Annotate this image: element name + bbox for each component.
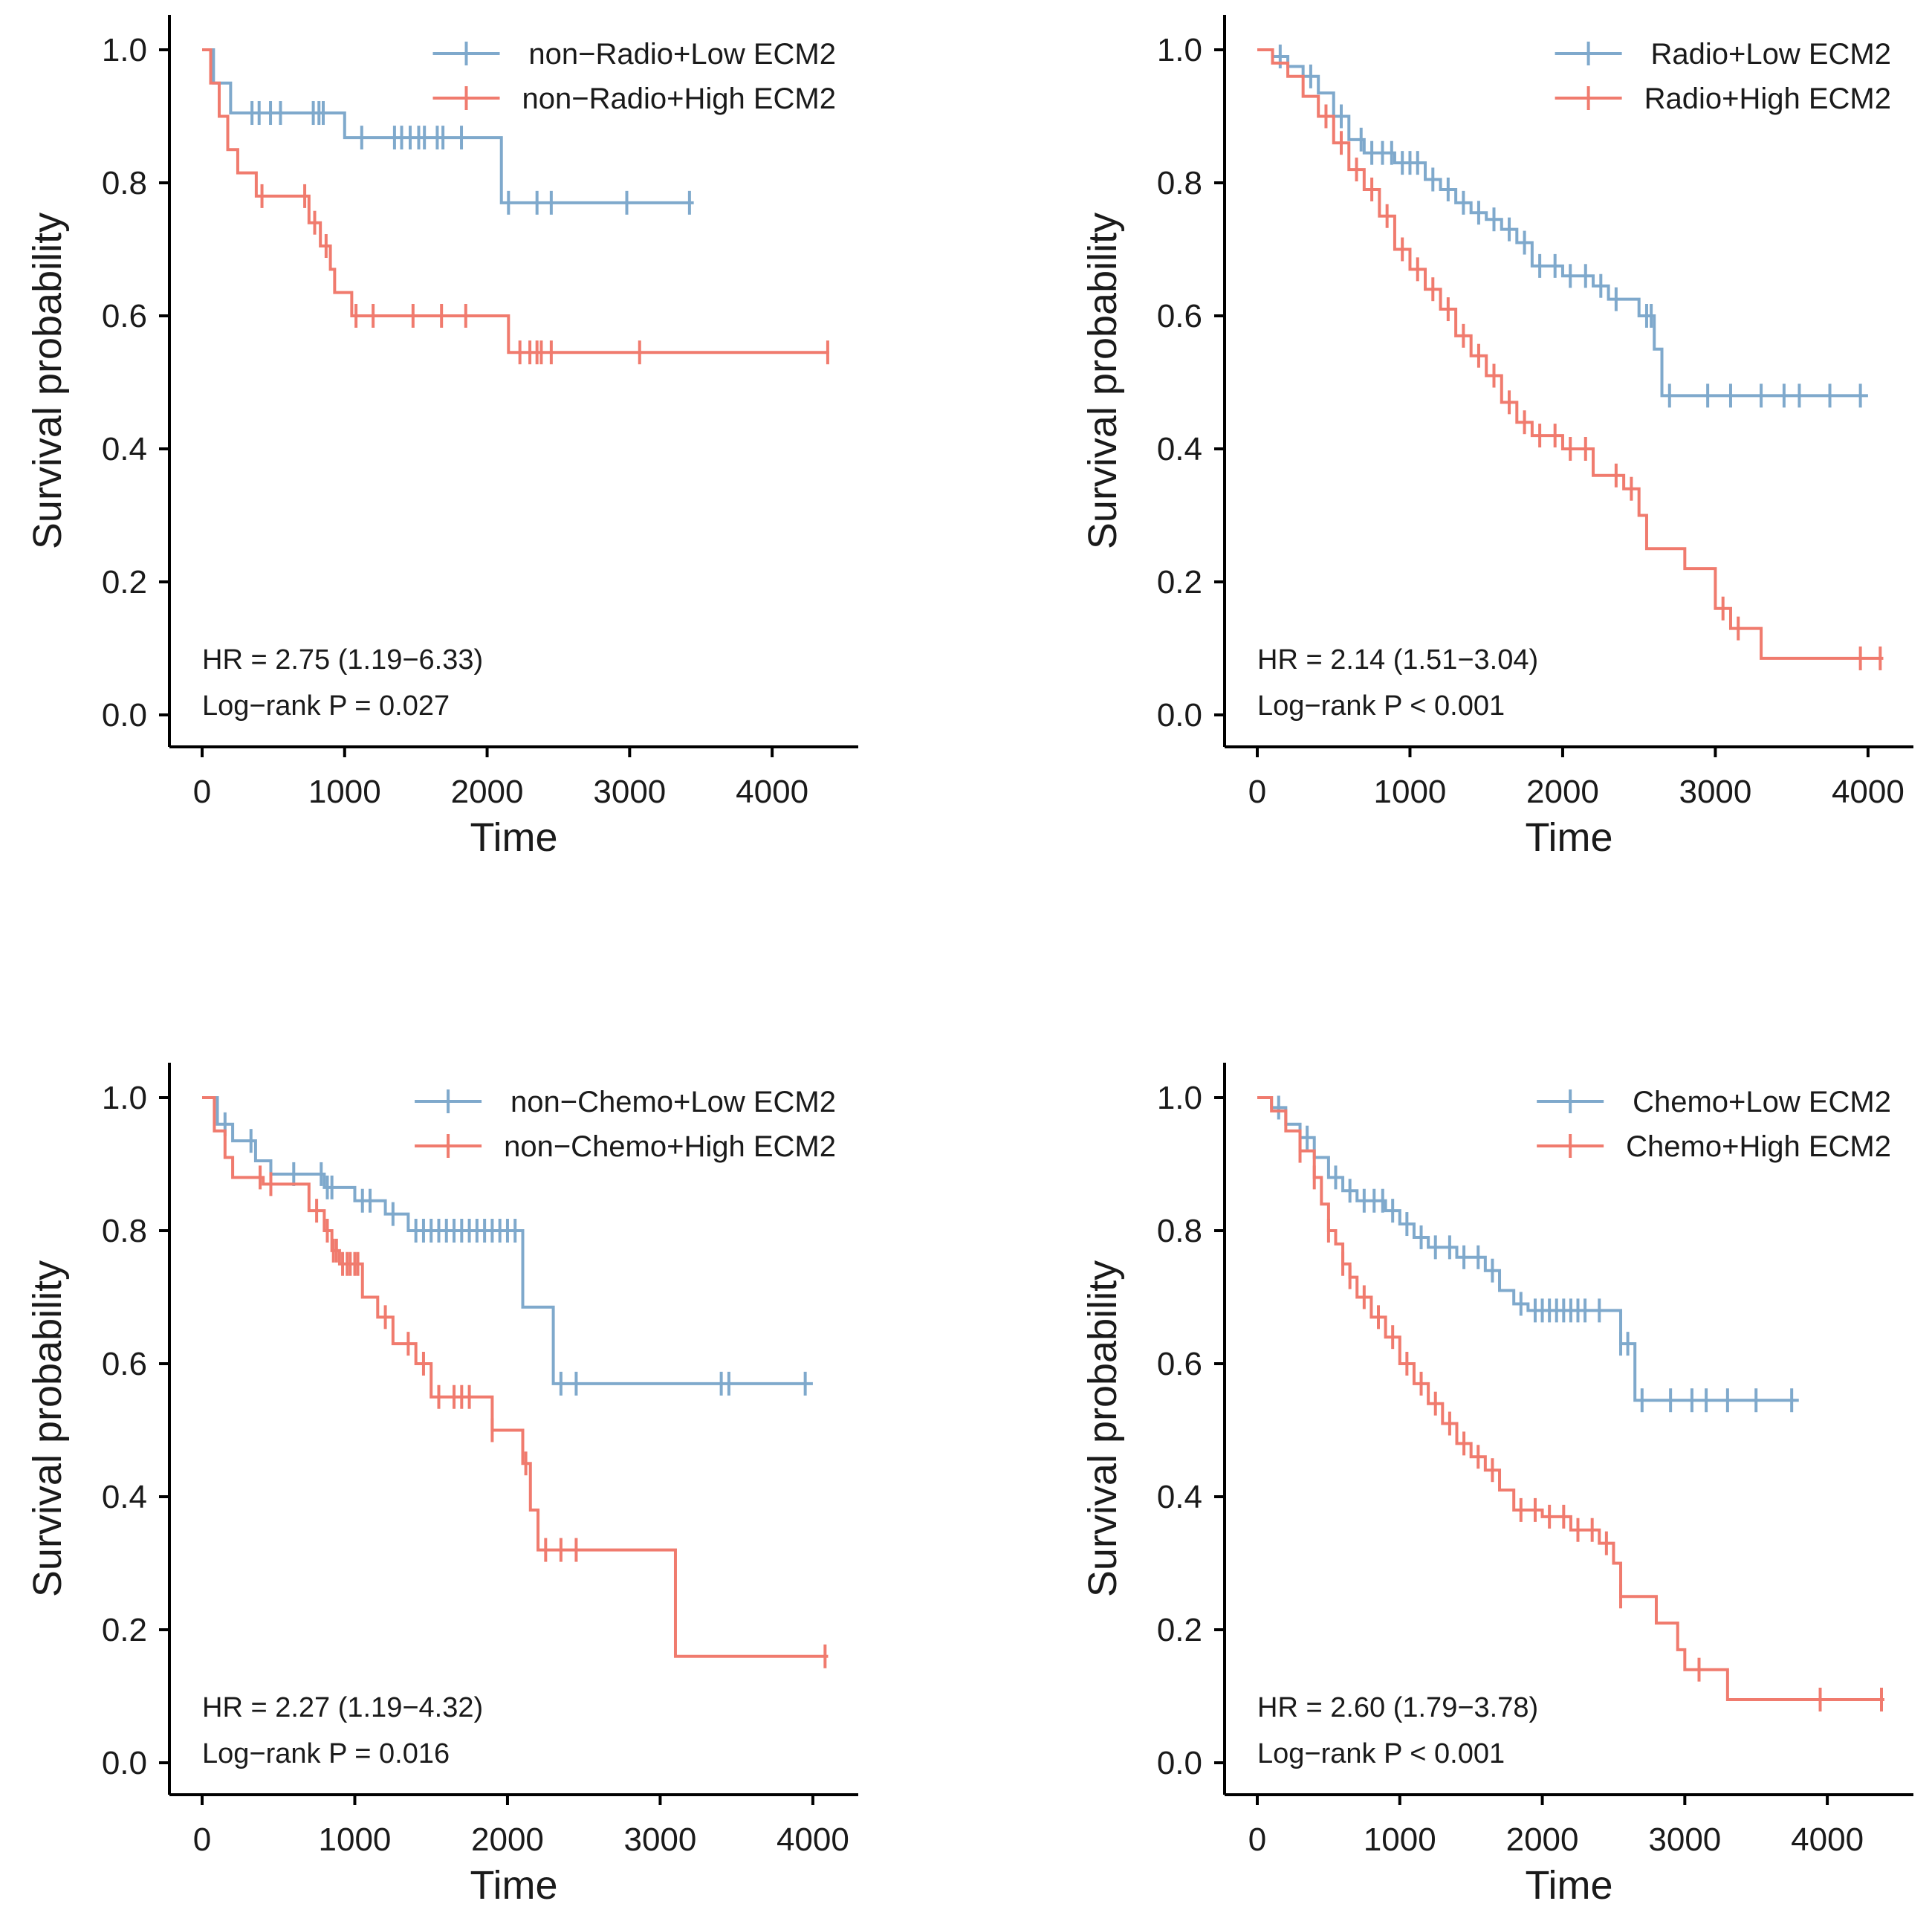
series-high xyxy=(202,1096,829,1668)
x-tick-label: 3000 xyxy=(1679,774,1751,810)
legend-key-high xyxy=(415,1134,482,1158)
y-axis-title: Survival probability xyxy=(25,213,70,549)
y-tick-label: 0.2 xyxy=(102,1612,147,1648)
x-tick-label: 3000 xyxy=(623,1821,696,1858)
x-axis-title: Time xyxy=(470,815,558,860)
survival-curve xyxy=(202,48,829,354)
y-tick-label: 0.2 xyxy=(1157,1612,1202,1648)
y-tick-label: 0.8 xyxy=(1157,1213,1202,1249)
legend-key-low xyxy=(1537,1089,1604,1113)
hazard-ratio-text: HR = 2.75 (1.19−6.33) xyxy=(202,644,483,676)
y-tick-label: 0.6 xyxy=(1157,298,1202,334)
legend-label: non−Radio+Low ECM2 xyxy=(528,38,836,71)
legend-label: non−Radio+High ECM2 xyxy=(522,82,836,115)
series-low xyxy=(1257,1095,1799,1413)
x-axis-title: Time xyxy=(1526,815,1613,860)
x-tick-label: 1000 xyxy=(308,774,381,810)
logrank-p-text: Log−rank P = 0.016 xyxy=(202,1738,450,1769)
y-tick-label: 0.4 xyxy=(102,431,147,467)
series-low xyxy=(202,48,694,215)
survival-curve xyxy=(1257,48,1884,660)
x-axis-title: Time xyxy=(470,1863,558,1908)
x-tick-label: 4000 xyxy=(736,774,808,810)
legend-label: non−Chemo+Low ECM2 xyxy=(510,1086,836,1118)
survival-curve xyxy=(202,48,694,204)
x-tick-label: 2000 xyxy=(471,1821,544,1858)
panel-3: 0.0 0.2 0.4 0.6 0.8 1.0 0 1000 2000 3000 4000 Time S… xyxy=(25,1063,858,1908)
y-tick-label: 0.4 xyxy=(1157,431,1202,467)
legend-label: Radio+High ECM2 xyxy=(1644,82,1891,115)
y-tick-label: 1.0 xyxy=(1157,1080,1202,1116)
x-tick-label: 4000 xyxy=(1791,1821,1864,1858)
y-tick-label: 1.0 xyxy=(1157,32,1202,68)
y-tick-label: 0.6 xyxy=(1157,1346,1202,1382)
x-tick-label: 2000 xyxy=(1506,1821,1579,1858)
y-tick-label: 0.0 xyxy=(1157,697,1202,733)
logrank-p-text: Log−rank P < 0.001 xyxy=(1257,1738,1505,1769)
series-low xyxy=(1257,44,1868,408)
y-tick-label: 0.0 xyxy=(102,697,147,733)
hazard-ratio-text: HR = 2.14 (1.51−3.04) xyxy=(1257,644,1538,676)
legend-key-high xyxy=(1537,1134,1604,1158)
legend-key-high xyxy=(1555,86,1622,110)
x-tick-label: 2000 xyxy=(451,774,524,810)
legend-label: Chemo+Low ECM2 xyxy=(1633,1086,1891,1118)
panel-2: 0.0 0.2 0.4 0.6 0.8 1.0 0 1000 2000 3000 4000 Time S… xyxy=(1080,15,1913,860)
hazard-ratio-text: HR = 2.27 (1.19−4.32) xyxy=(202,1692,483,1723)
y-tick-label: 0.6 xyxy=(102,1346,147,1382)
legend-label: Radio+Low ECM2 xyxy=(1651,38,1892,71)
legend-label: non−Chemo+High ECM2 xyxy=(504,1130,836,1163)
panel-1: 0.0 0.2 0.4 0.6 0.8 1.0 0 1000 2000 3000 4000 Time S… xyxy=(25,15,858,860)
x-tick-label: 3000 xyxy=(1648,1821,1721,1858)
y-tick-label: 0.8 xyxy=(102,165,147,201)
x-tick-label: 1000 xyxy=(1364,1821,1436,1858)
y-tick-label: 1.0 xyxy=(102,1080,147,1116)
hazard-ratio-text: HR = 2.60 (1.79−3.78) xyxy=(1257,1692,1538,1723)
survival-curve xyxy=(202,1096,829,1658)
y-tick-label: 1.0 xyxy=(102,32,147,68)
x-tick-label: 3000 xyxy=(593,774,666,810)
x-tick-label: 0 xyxy=(193,774,211,810)
x-tick-label: 4000 xyxy=(1832,774,1905,810)
legend-key-high xyxy=(432,86,500,110)
series-low xyxy=(202,1096,813,1396)
logrank-p-text: Log−rank P < 0.001 xyxy=(1257,690,1505,722)
y-tick-label: 0.0 xyxy=(102,1745,147,1781)
survival-curve xyxy=(202,1096,813,1385)
y-axis-title: Survival probability xyxy=(25,1260,70,1597)
legend-key-low xyxy=(432,42,500,65)
y-tick-label: 0.2 xyxy=(102,564,147,600)
y-tick-label: 0.0 xyxy=(1157,1745,1202,1781)
series-high xyxy=(1257,1096,1884,1711)
panel-4: 0.0 0.2 0.4 0.6 0.8 1.0 0 1000 2000 3000 4000 Time S… xyxy=(1080,1063,1913,1908)
x-tick-label: 0 xyxy=(1248,774,1266,810)
x-tick-label: 0 xyxy=(1248,1821,1266,1858)
logrank-p-text: Log−rank P = 0.027 xyxy=(202,690,450,722)
x-axis-title: Time xyxy=(1526,1863,1613,1908)
y-axis-title: Survival probability xyxy=(1080,213,1125,549)
y-tick-label: 0.8 xyxy=(102,1213,147,1249)
y-axis-title: Survival probability xyxy=(1080,1260,1125,1597)
legend-key-low xyxy=(1555,42,1622,65)
series-high xyxy=(202,48,829,365)
y-tick-label: 0.4 xyxy=(102,1479,147,1515)
series-high xyxy=(1257,48,1884,670)
y-tick-label: 0.8 xyxy=(1157,165,1202,201)
x-tick-label: 2000 xyxy=(1526,774,1599,810)
x-tick-label: 1000 xyxy=(1374,774,1447,810)
y-tick-label: 0.4 xyxy=(1157,1479,1202,1515)
y-tick-label: 0.2 xyxy=(1157,564,1202,600)
x-tick-label: 1000 xyxy=(319,1821,392,1858)
y-tick-label: 0.6 xyxy=(102,298,147,334)
x-tick-label: 0 xyxy=(193,1821,211,1858)
legend-label: Chemo+High ECM2 xyxy=(1626,1130,1891,1163)
legend-key-low xyxy=(415,1089,482,1113)
x-tick-label: 4000 xyxy=(777,1821,849,1858)
